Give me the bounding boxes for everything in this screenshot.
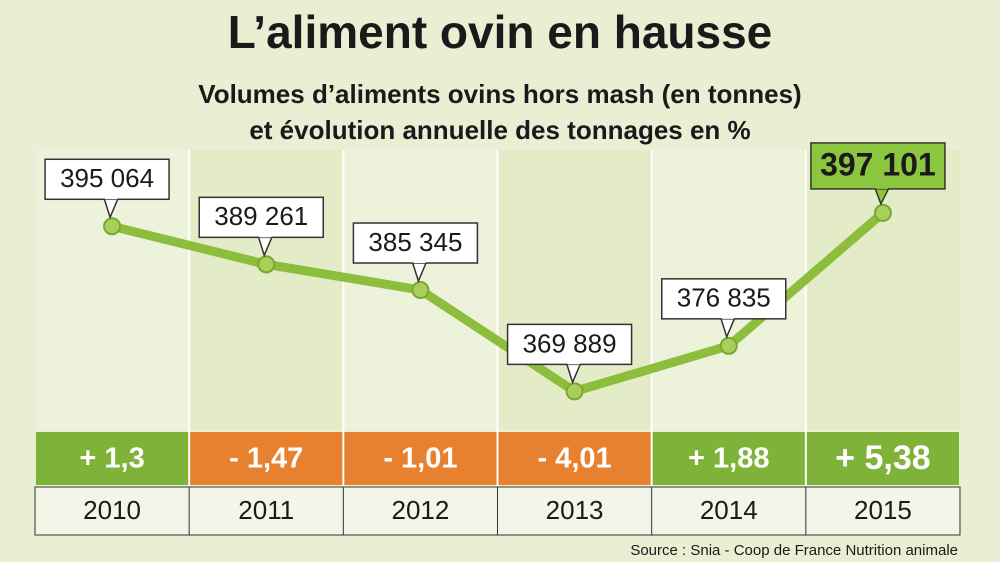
label-box-mask xyxy=(567,361,580,365)
chart-subtitle: Volumes d’aliments ovins hors mash (en t… xyxy=(198,79,801,109)
x-tick-label: 2013 xyxy=(546,495,604,525)
label-box-mask xyxy=(875,185,888,189)
data-label: 395 064 xyxy=(60,163,154,193)
data-label: 389 261 xyxy=(214,201,308,231)
change-label: - 1,01 xyxy=(383,443,457,475)
data-point xyxy=(873,203,892,222)
change-cell xyxy=(36,432,189,485)
label-box-mask xyxy=(105,196,118,200)
change-cell xyxy=(344,432,497,485)
label-box-mask xyxy=(721,315,734,319)
x-tick-label: 2011 xyxy=(238,495,294,525)
label-box-mask xyxy=(413,260,426,264)
x-tick-label: 2010 xyxy=(83,495,141,525)
label-box xyxy=(661,278,787,320)
change-label: + 5,38 xyxy=(835,439,930,477)
label-box xyxy=(44,158,170,201)
change-cell xyxy=(190,432,343,485)
label-box xyxy=(810,142,946,190)
label-pointer xyxy=(257,236,273,258)
label-pointer xyxy=(565,363,582,385)
label-pointer xyxy=(411,261,428,284)
data-point xyxy=(103,217,122,236)
change-label: - 4,01 xyxy=(537,443,611,475)
change-label: + 1,88 xyxy=(688,443,769,475)
data-label: 397 101 xyxy=(820,146,936,182)
data-point xyxy=(411,281,430,300)
change-label: + 1,3 xyxy=(79,443,144,475)
chart-subtitle: et évolution annuelle des tonnages en % xyxy=(249,115,750,145)
data-point xyxy=(257,255,276,274)
change-cell xyxy=(652,432,805,485)
label-pointer xyxy=(874,187,890,206)
data-point xyxy=(719,336,738,355)
change-label: - 1,47 xyxy=(229,443,303,475)
x-tick-label: 2012 xyxy=(391,495,449,525)
data-line xyxy=(111,209,886,396)
change-cell xyxy=(806,432,959,485)
change-cell xyxy=(498,432,651,485)
data-label: 369 889 xyxy=(523,328,617,358)
data-label: 376 835 xyxy=(677,283,771,313)
label-box xyxy=(198,196,324,239)
label-pointer xyxy=(103,197,119,220)
label-box xyxy=(352,222,479,264)
column-band xyxy=(189,150,344,430)
data-point xyxy=(565,382,584,401)
x-tick-label: 2015 xyxy=(854,495,912,525)
data-label: 385 345 xyxy=(368,227,462,257)
label-box xyxy=(506,323,633,366)
x-tick-label: 2014 xyxy=(700,495,758,525)
source: Source : Snia - Coop de France Nutrition… xyxy=(630,542,958,559)
label-box-mask xyxy=(259,234,272,238)
chart-title: L’aliment ovin en hausse xyxy=(228,6,773,58)
label-pointer xyxy=(720,317,736,339)
